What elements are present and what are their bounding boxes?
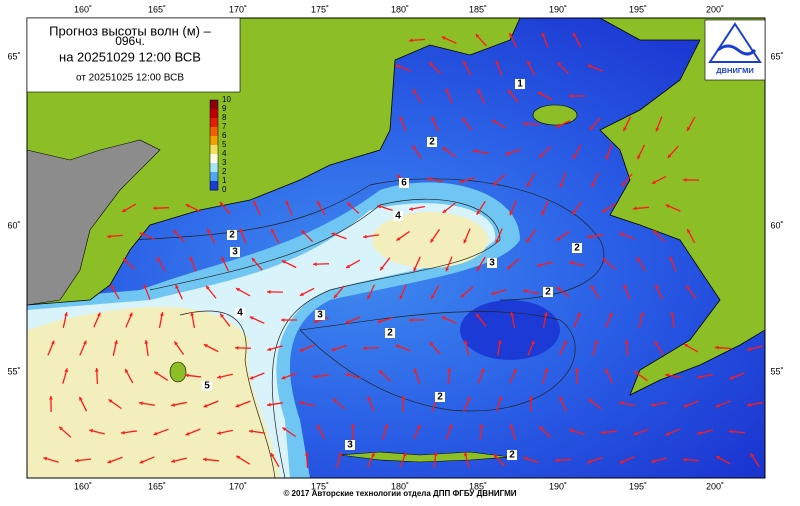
contour-label: 6 [401, 178, 407, 189]
colorbar-label: 9 [222, 104, 227, 113]
colorbar-label: 8 [222, 113, 227, 122]
colorbar-label: 4 [222, 149, 227, 158]
contour-label: 3 [232, 247, 238, 258]
contour-label: 2 [545, 287, 551, 298]
colorbar-label: 7 [222, 122, 227, 131]
colorbar-cell [210, 163, 218, 173]
colorbar-label: 5 [222, 140, 227, 149]
lat-label: 60˚ [7, 220, 20, 230]
colorbar-label: 3 [222, 158, 227, 167]
contour-label: 1 [517, 79, 523, 90]
lat-label: 60˚ [770, 220, 783, 230]
lon-label: 160˚ [74, 4, 92, 14]
lon-label: 170˚ [229, 481, 247, 491]
contour-label: 2 [429, 137, 435, 148]
lon-label: 185˚ [469, 4, 487, 14]
wave-zone-high [27, 307, 280, 478]
colorbar-label: 1 [222, 176, 227, 185]
lon-label: 195˚ [629, 481, 647, 491]
contour-label: 3 [347, 440, 353, 451]
colorbar-label: 10 [222, 95, 231, 104]
colorbar-label: 2 [222, 167, 227, 176]
colorbar-cell [210, 172, 218, 182]
logo-text: ДВНИГМИ [716, 66, 753, 75]
contour-label: 3 [317, 310, 323, 321]
lon-label: 160˚ [74, 481, 92, 491]
lat-label: 55˚ [7, 366, 20, 376]
wave-zone-low [460, 300, 560, 360]
colorbar-label: 0 [222, 185, 227, 194]
colorbar-cell [210, 181, 218, 191]
colorbar-cell [210, 136, 218, 146]
title: на 20251029 12:00 ВСВ [59, 49, 201, 64]
contour-label: 2 [229, 230, 235, 241]
footer: © 2017 Авторские технологии отдела ДПП Ф… [283, 489, 516, 498]
contour-label: 2 [387, 328, 393, 339]
subtitle: от 20251025 12:00 ВСВ [76, 73, 184, 84]
contour-label: 3 [489, 258, 495, 269]
lat-label: 65˚ [770, 51, 783, 61]
contour-label: 5 [204, 381, 210, 392]
lat-label: 65˚ [7, 51, 20, 61]
title: 096ч. [115, 34, 145, 48]
lon-label: 200˚ [706, 4, 724, 14]
lon-label: 165˚ [148, 4, 166, 14]
contour-label: 2 [574, 243, 580, 254]
colorbar-cell [210, 100, 218, 110]
lon-label: 195˚ [629, 4, 647, 14]
contour-label: 2 [509, 450, 515, 461]
lon-label: 170˚ [229, 4, 247, 14]
contour-label: 4 [237, 308, 243, 319]
wave-zone-high [372, 212, 488, 268]
lon-label: 175˚ [311, 4, 329, 14]
colorbar-cell [210, 109, 218, 119]
lon-label: 190˚ [549, 4, 567, 14]
colorbar-label: 6 [222, 131, 227, 140]
island [533, 105, 577, 125]
colorbar-cell [210, 145, 218, 155]
lon-label: 180˚ [391, 4, 409, 14]
lon-label: 190˚ [549, 481, 567, 491]
contour-label: 4 [395, 211, 401, 222]
contour-label: 2 [437, 392, 443, 403]
colorbar-cell [210, 154, 218, 164]
lat-label: 55˚ [770, 366, 783, 376]
colorbar-cell [210, 118, 218, 128]
island [170, 362, 186, 382]
lon-label: 165˚ [148, 481, 166, 491]
lon-label: 200˚ [706, 481, 724, 491]
colorbar-cell [210, 127, 218, 137]
